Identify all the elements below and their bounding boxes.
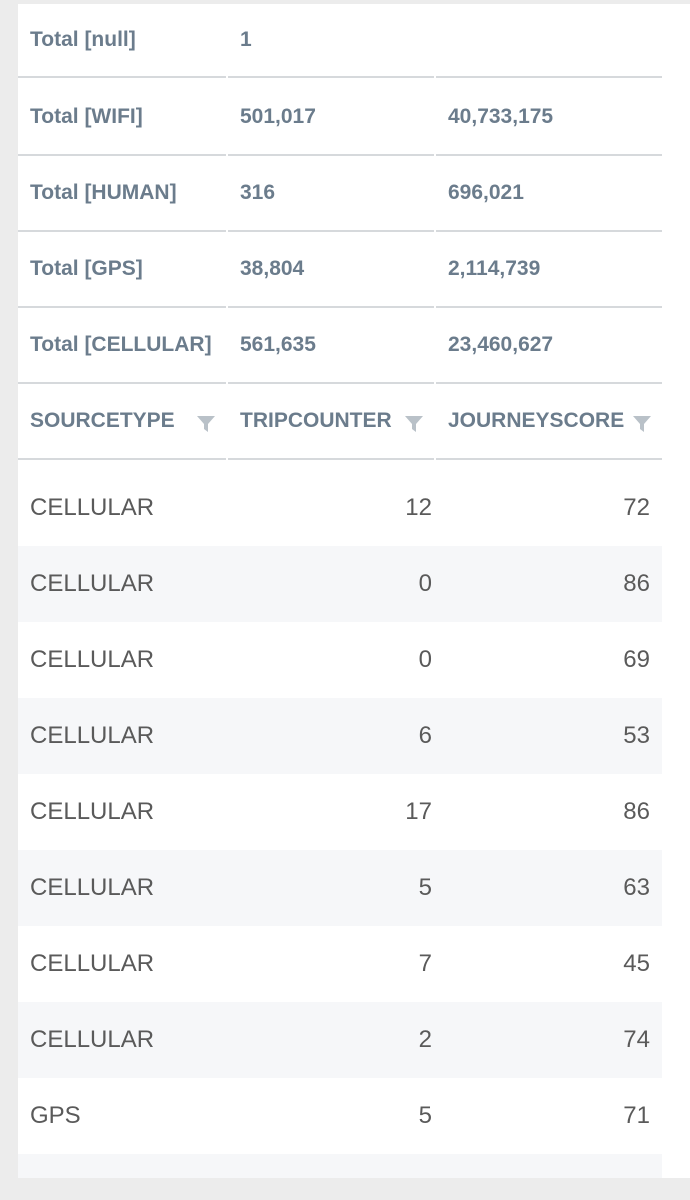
cell-sourcetype: CELLULAR bbox=[30, 646, 155, 673]
column-header-row: SOURCETYPE TRIPCOUNTER JOURNEYSCORE bbox=[18, 384, 662, 460]
total-tripcounter: 316 bbox=[228, 156, 434, 232]
table-row-partial bbox=[18, 1154, 662, 1180]
table-row[interactable]: CELLULAR 0 69 bbox=[18, 622, 662, 698]
cell-tripcounter: 12 bbox=[405, 494, 432, 521]
table-row[interactable]: GPS 5 71 bbox=[18, 1078, 662, 1154]
column-header-journeyscore[interactable]: JOURNEYSCORE bbox=[436, 384, 662, 460]
cell-tripcounter: 17 bbox=[405, 798, 432, 825]
total-row-wifi: Total [WIFI] 501,017 40,733,175 bbox=[18, 80, 662, 156]
table-row[interactable]: CELLULAR 12 72 bbox=[18, 470, 662, 546]
cell-journeyscore: 86 bbox=[623, 570, 650, 597]
cell-journeyscore: 53 bbox=[623, 722, 650, 749]
cell-sourcetype: CELLULAR bbox=[30, 874, 155, 901]
total-row-cellular: Total [CELLULAR] 561,635 23,460,627 bbox=[18, 308, 662, 384]
cell-tripcounter: 0 bbox=[418, 570, 432, 597]
table-row[interactable]: CELLULAR 17 86 bbox=[18, 774, 662, 850]
total-tripcounter: 561,635 bbox=[228, 308, 434, 384]
table-row[interactable]: CELLULAR 0 86 bbox=[18, 546, 662, 622]
column-header-label: JOURNEYSCORE bbox=[448, 409, 625, 432]
top-strip bbox=[0, 0, 690, 4]
cell-journeyscore: 74 bbox=[623, 1026, 650, 1053]
total-journeyscore bbox=[436, 4, 662, 78]
total-row-human: Total [HUMAN] 316 696,021 bbox=[18, 156, 662, 232]
cell-tripcounter: 6 bbox=[418, 722, 432, 749]
cell-sourcetype: CELLULAR bbox=[30, 570, 155, 597]
table-row[interactable]: CELLULAR 2 74 bbox=[18, 1002, 662, 1078]
table-row[interactable]: CELLULAR 5 63 bbox=[18, 850, 662, 926]
column-header-label: TRIPCOUNTER bbox=[240, 409, 392, 432]
cell-journeyscore: 63 bbox=[623, 874, 650, 901]
total-row-gps: Total [GPS] 38,804 2,114,739 bbox=[18, 232, 662, 308]
total-tripcounter: 1 bbox=[228, 4, 434, 78]
cell-sourcetype: CELLULAR bbox=[30, 950, 155, 977]
header-gap bbox=[18, 460, 662, 470]
total-label: Total [HUMAN] bbox=[18, 156, 226, 232]
cell-journeyscore: 45 bbox=[623, 950, 650, 977]
total-journeyscore: 2,114,739 bbox=[436, 232, 662, 308]
cell-sourcetype: CELLULAR bbox=[30, 722, 155, 749]
cell-journeyscore: 69 bbox=[623, 646, 650, 673]
column-header-label: SOURCETYPE bbox=[30, 409, 175, 432]
filter-icon[interactable] bbox=[196, 414, 216, 434]
total-tripcounter: 38,804 bbox=[228, 232, 434, 308]
cell-journeyscore: 86 bbox=[623, 798, 650, 825]
filter-icon[interactable] bbox=[632, 414, 652, 434]
column-header-tripcounter[interactable]: TRIPCOUNTER bbox=[228, 384, 434, 460]
total-journeyscore: 696,021 bbox=[436, 156, 662, 232]
total-journeyscore: 23,460,627 bbox=[436, 308, 662, 384]
cell-sourcetype: GPS bbox=[30, 1102, 81, 1129]
cell-tripcounter: 5 bbox=[418, 1102, 432, 1129]
total-label: Total [CELLULAR] bbox=[18, 308, 226, 384]
table-row[interactable]: CELLULAR 7 45 bbox=[18, 926, 662, 1002]
cell-tripcounter: 2 bbox=[418, 1026, 432, 1053]
filter-icon[interactable] bbox=[404, 414, 424, 434]
data-table: Total [null] 1 Total [WIFI] 501,017 40,7… bbox=[18, 4, 662, 1180]
cell-tripcounter: 5 bbox=[418, 874, 432, 901]
cell-sourcetype: CELLULAR bbox=[30, 494, 155, 521]
column-header-sourcetype[interactable]: SOURCETYPE bbox=[18, 384, 226, 460]
cell-sourcetype: CELLULAR bbox=[30, 1026, 155, 1053]
right-margin bbox=[662, 4, 690, 1178]
table-row[interactable]: CELLULAR 6 53 bbox=[18, 698, 662, 774]
cell-journeyscore: 71 bbox=[623, 1102, 650, 1129]
total-journeyscore: 40,733,175 bbox=[436, 80, 662, 156]
total-row-null: Total [null] 1 bbox=[18, 4, 662, 80]
cell-tripcounter: 0 bbox=[418, 646, 432, 673]
cell-sourcetype: CELLULAR bbox=[30, 798, 155, 825]
cell-journeyscore: 72 bbox=[623, 494, 650, 521]
total-tripcounter: 501,017 bbox=[228, 80, 434, 156]
bottom-strip bbox=[0, 1178, 690, 1200]
total-label: Total [null] bbox=[18, 4, 226, 78]
cell-tripcounter: 7 bbox=[418, 950, 432, 977]
total-label: Total [GPS] bbox=[18, 232, 226, 308]
total-label: Total [WIFI] bbox=[18, 80, 226, 156]
